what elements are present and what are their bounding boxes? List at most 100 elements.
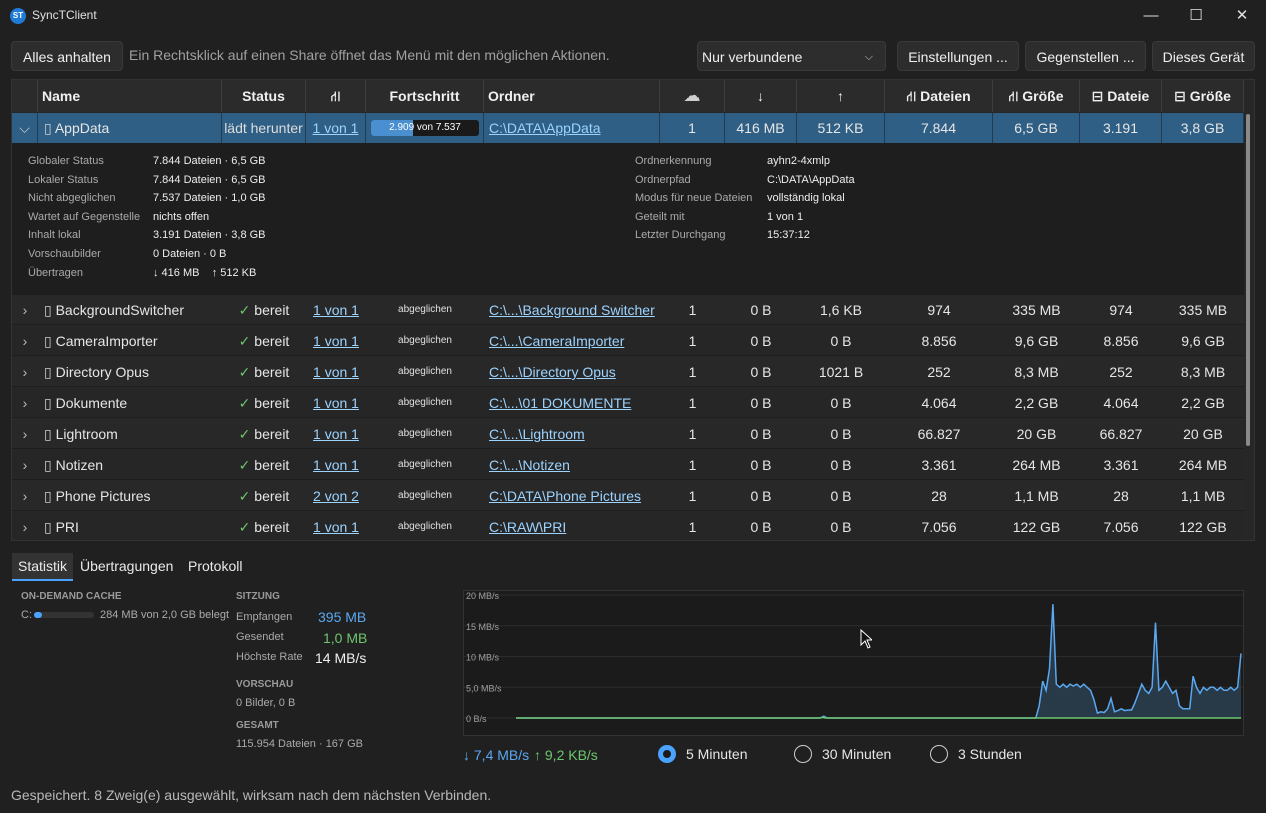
table-row[interactable]: › ▯ Dokumente ✓ bereit 1 von 1 abgeglich… (12, 388, 1244, 418)
chevron-right-icon[interactable]: › (22, 519, 28, 535)
minimize-button[interactable]: — (1143, 7, 1159, 24)
chevron-right-icon[interactable]: › (22, 488, 28, 504)
table-row[interactable]: › ▯ PRI ✓ bereit 1 von 1 abgeglichen C:\… (12, 512, 1244, 540)
header-name[interactable]: Name (38, 80, 222, 112)
range-3h-radio[interactable] (930, 745, 948, 763)
row-up: 0 B (830, 426, 852, 442)
share-details-panel: Globaler Status 7.844 Dateien · 6,5 GB L… (12, 143, 1244, 295)
row-local-size: 122 GB (1179, 519, 1227, 535)
range-3h-label[interactable]: 3 Stunden (958, 746, 1022, 762)
row-name: ▯ Directory Opus (38, 357, 222, 387)
detail-value: 7.844 Dateien · 6,5 GB (153, 155, 266, 167)
row-name-label: Lightroom (55, 426, 118, 442)
chevron-down-icon[interactable]: ⌵ (12, 113, 38, 143)
chevron-right-icon[interactable]: › (22, 364, 28, 380)
row-status: ✓ bereit (222, 512, 306, 540)
detail-label: Ordnerkennung (635, 155, 712, 167)
row-folder-link[interactable]: C:\...\Lightroom (489, 426, 585, 442)
row-devices: 1 (688, 302, 697, 318)
detail-label: Lokaler Status (28, 174, 99, 186)
table-row[interactable]: › ▯ BackgroundSwitcher ✓ bereit 1 von 1 … (12, 295, 1244, 325)
header-progress[interactable]: Fortschritt (366, 80, 484, 112)
row-peers-link[interactable]: 1 von 1 (313, 519, 359, 535)
tab-transfers[interactable]: Übertragungen (80, 558, 174, 574)
tab-log[interactable]: Protokoll (188, 558, 243, 574)
row-peers-link[interactable]: 2 von 2 (313, 488, 359, 504)
row-status-label: bereit (254, 457, 290, 473)
close-button[interactable]: ✕ (1235, 7, 1249, 24)
chevron-down-icon: ⌵ (864, 51, 873, 63)
row-global-size: 6,5 GB (993, 113, 1080, 143)
chevron-right-icon[interactable]: › (22, 426, 28, 442)
table-row[interactable]: › ▯ CameraImporter ✓ bereit 1 von 1 abge… (12, 326, 1244, 356)
table-row-selected[interactable]: ⌵ ▯ AppData lädt herunter 1 von 1 2.909 … (12, 113, 1244, 143)
row-peers-link[interactable]: 1 von 1 (306, 113, 366, 143)
progress-text: 2.909 von 7.537 (389, 122, 461, 133)
remotes-button[interactable]: Gegenstellen ... (1025, 41, 1146, 71)
filter-dropdown[interactable]: Nur verbundene ⌵ (697, 41, 886, 71)
chevron-right-icon[interactable]: › (22, 333, 28, 349)
row-peers-link[interactable]: 1 von 1 (313, 333, 359, 349)
header-up[interactable]: ↑ (797, 80, 885, 112)
row-folder-link[interactable]: C:\...\Notizen (489, 457, 570, 473)
detail-value: 0 Dateien · 0 B (153, 248, 227, 260)
chevron-right-icon[interactable]: › (22, 302, 28, 318)
range-5min-label[interactable]: 5 Minuten (686, 746, 748, 762)
row-folder-link[interactable]: C:\DATA\AppData (484, 113, 660, 143)
chevron-right-icon[interactable]: › (22, 457, 28, 473)
folder-icon: ▯ (44, 333, 56, 349)
total-title: GESAMT (236, 720, 279, 731)
header-global-files[interactable]: ⛙ Dateien (885, 80, 993, 112)
pause-all-button[interactable]: Alles anhalten (11, 41, 123, 71)
row-peers-link[interactable]: 1 von 1 (313, 395, 359, 411)
table-row[interactable]: › ▯ Phone Pictures ✓ bereit 2 von 2 abge… (12, 481, 1244, 511)
row-global-files: 7.844 (885, 113, 993, 143)
row-devices: 1 (688, 488, 697, 504)
header-status[interactable]: Status (222, 80, 306, 112)
cache-usage-bar (34, 612, 94, 618)
row-global-files: 3.361 (921, 457, 957, 473)
range-30min-radio[interactable] (794, 745, 812, 763)
this-device-button[interactable]: Dieses Gerät (1152, 41, 1255, 71)
range-30min-label[interactable]: 30 Minuten (822, 746, 892, 762)
header-global-size[interactable]: ⛙ Größe (993, 80, 1080, 112)
row-local-size: 9,6 GB (1181, 333, 1225, 349)
row-folder-link[interactable]: C:\RAW\PRI (489, 519, 567, 535)
peers-icon[interactable]: ⛙ (306, 80, 366, 112)
table-row[interactable]: › ▯ Directory Opus ✓ bereit 1 von 1 abge… (12, 357, 1244, 387)
row-status-label: bereit (254, 488, 290, 504)
folder-icon: ▯ (44, 395, 56, 411)
chevron-right-icon[interactable]: › (22, 395, 28, 411)
row-down: 0 B (750, 364, 772, 380)
settings-button[interactable]: Einstellungen ... (897, 41, 1019, 71)
header-down[interactable]: ↓ (725, 80, 797, 112)
chart-ytick-label: 20 MB/s (466, 591, 500, 601)
preview-value: 0 Bilder, 0 B (236, 697, 296, 709)
drive-icon: ⊟ (1174, 88, 1190, 104)
header-folder[interactable]: Ordner (484, 80, 660, 112)
header-local-files[interactable]: ⊟ Dateie (1080, 80, 1162, 112)
row-peers-link[interactable]: 1 von 1 (313, 302, 359, 318)
progress-bar: 2.909 von 7.537 (371, 120, 479, 136)
table-scrollbar[interactable] (1246, 114, 1250, 446)
row-folder-link[interactable]: C:\...\CameraImporter (489, 333, 625, 349)
row-peers-link[interactable]: 1 von 1 (313, 364, 359, 380)
row-folder-link[interactable]: C:\...\01 DOKUMENTE (489, 395, 632, 411)
row-name: ▯ BackgroundSwitcher (38, 295, 222, 325)
tab-statistics[interactable]: Statistik (12, 553, 74, 581)
cloud-icon[interactable]: ☁ (660, 80, 725, 112)
table-row[interactable]: › ▯ Notizen ✓ bereit 1 von 1 abgeglichen… (12, 450, 1244, 480)
maximize-button[interactable]: ☐ (1189, 7, 1203, 24)
progress-fill (371, 120, 413, 136)
row-peers-link[interactable]: 1 von 1 (313, 457, 359, 473)
row-folder-link[interactable]: C:\...\Directory Opus (489, 364, 616, 380)
row-folder-link[interactable]: C:\...\Background Switcher (489, 302, 655, 318)
header-local-size[interactable]: ⊟ Größe (1162, 80, 1244, 112)
row-local-files: 3.191 (1080, 113, 1162, 143)
range-5min-radio[interactable] (658, 745, 676, 763)
row-peers-link[interactable]: 1 von 1 (313, 426, 359, 442)
row-folder-link[interactable]: C:\DATA\Phone Pictures (489, 488, 641, 504)
row-down: 0 B (750, 395, 772, 411)
row-name-label: Phone Pictures (55, 488, 151, 504)
table-row[interactable]: › ▯ Lightroom ✓ bereit 1 von 1 abgeglich… (12, 419, 1244, 449)
